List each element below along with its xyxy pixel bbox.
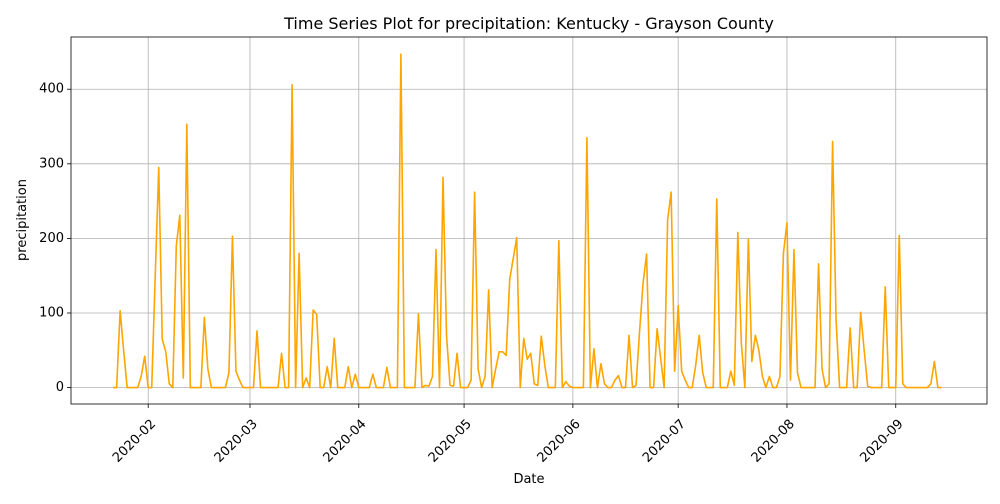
y-tick-label: 400 — [39, 82, 64, 97]
y-tick-label: 100 — [39, 305, 64, 320]
y-axis-label: precipitation — [15, 179, 30, 261]
data-line — [113, 53, 942, 389]
x-axis-label: Date — [513, 472, 544, 487]
y-tick-label: 200 — [39, 231, 64, 246]
plot-frame — [70, 36, 988, 405]
chart-title: Time Series Plot for precipitation: Kent… — [283, 14, 774, 33]
y-tick-label: 0 — [56, 380, 64, 395]
y-tick-label: 300 — [39, 156, 64, 171]
